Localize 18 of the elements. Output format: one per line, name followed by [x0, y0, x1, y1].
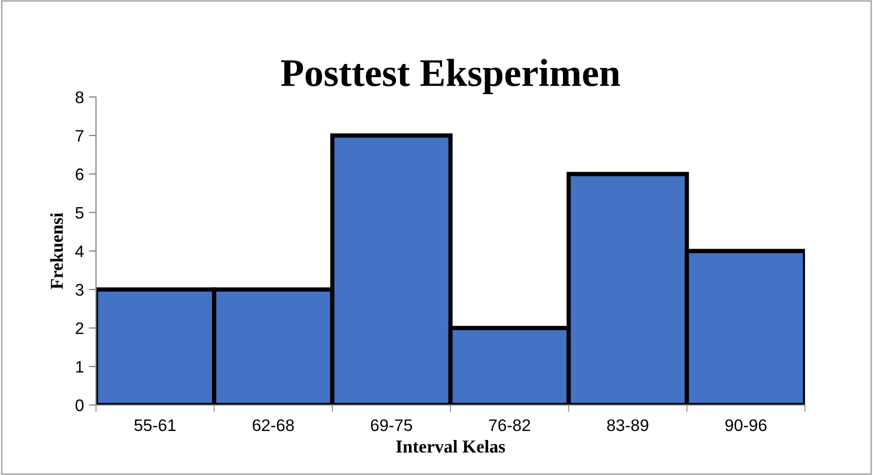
y-tick-label: 6	[76, 168, 84, 180]
y-tick-label: 3	[76, 284, 84, 296]
x-axis-title: Interval Kelas	[396, 440, 505, 453]
y-tick-label: 7	[76, 130, 84, 142]
y-tick-label: 8	[76, 91, 84, 104]
y-axis-title: Frekuensi	[50, 212, 63, 290]
y-tick-label: 4	[75, 246, 84, 258]
y-tick-label: 0	[76, 399, 84, 412]
y-tick-label: 2	[76, 322, 84, 334]
x-tick-label: 55-61	[134, 419, 176, 432]
chart-title: Posttest Eksperimen	[281, 58, 620, 94]
x-tick-label: 90-96	[725, 419, 766, 432]
x-tick-label: 62-68	[252, 419, 294, 432]
x-tick-label: 83-89	[607, 419, 648, 432]
y-tick-label: 1	[76, 361, 84, 373]
x-tick-label: 76-82	[489, 419, 530, 432]
y-tick-label: 5	[76, 207, 84, 219]
x-tick-label: 69-75	[370, 419, 412, 432]
